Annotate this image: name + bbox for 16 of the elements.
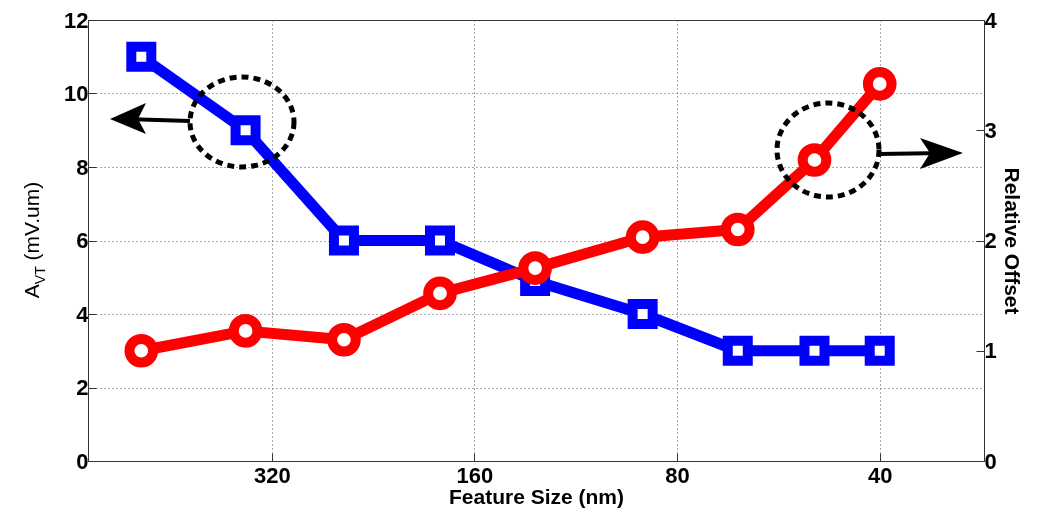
y-tick-label: 2 [76,375,89,400]
y-tick-label: 8 [76,154,89,180]
y2-tick-label: 1 [984,338,997,364]
y2-tick-label: 3 [984,117,997,143]
x-tick-label: 40 [867,462,893,488]
y-tick-label: 6 [76,228,89,253]
y-tick-label: 4 [76,301,90,327]
y-tick-label: 0 [76,448,89,474]
x-tick-label: 320 [253,462,291,488]
y2-axis-title: Relative Offset [1000,167,1024,315]
y2-tick-label: 0 [984,448,997,474]
y2-tick-label: 2 [984,228,997,253]
y2-tick-label: 4 [984,7,998,33]
x-tick-label: 80 [665,462,690,488]
y-tick-label: 10 [64,81,89,106]
y-tick-label: 12 [64,7,89,33]
